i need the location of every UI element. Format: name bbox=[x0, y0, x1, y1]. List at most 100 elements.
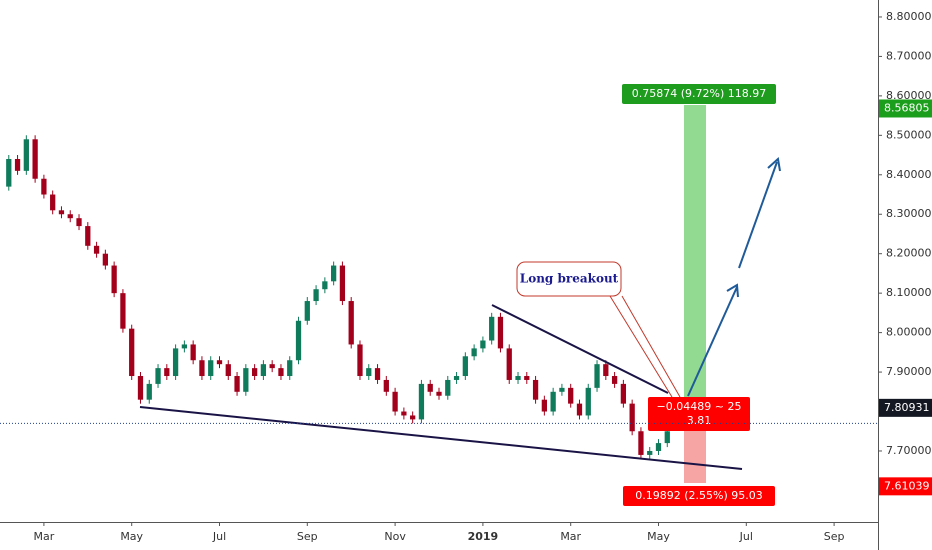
candle bbox=[155, 368, 161, 384]
candle bbox=[374, 368, 381, 380]
candle bbox=[41, 178, 47, 195]
y-tick-label: 7.90000 bbox=[886, 365, 932, 378]
y-tick-label: 8.30000 bbox=[886, 207, 932, 220]
candle bbox=[559, 387, 565, 392]
price-tag bbox=[879, 99, 932, 118]
candle bbox=[172, 348, 179, 377]
x-tick-label: Nov bbox=[384, 530, 406, 543]
callout-text: Long breakout bbox=[520, 272, 619, 286]
candle bbox=[462, 356, 468, 377]
ratio-label: −0.04489 ~ 25 bbox=[657, 400, 742, 413]
candle bbox=[357, 344, 363, 377]
candle bbox=[603, 364, 609, 377]
candle bbox=[427, 383, 433, 392]
candle bbox=[638, 431, 644, 455]
candle bbox=[445, 379, 451, 396]
x-tick-label: May bbox=[120, 530, 143, 543]
candle bbox=[550, 391, 556, 412]
candle bbox=[497, 316, 504, 349]
candle bbox=[304, 301, 310, 321]
candle bbox=[322, 281, 328, 290]
candle bbox=[208, 360, 214, 377]
x-tick-label: May bbox=[647, 530, 670, 543]
candle bbox=[14, 159, 21, 171]
x-tick-label: Jul bbox=[739, 530, 753, 543]
candle bbox=[102, 253, 108, 266]
candle bbox=[85, 226, 91, 246]
candle bbox=[532, 379, 539, 400]
candle bbox=[129, 328, 135, 377]
candle bbox=[418, 383, 425, 420]
candle bbox=[629, 403, 635, 432]
y-tick-label: 7.70000 bbox=[886, 444, 932, 457]
candle bbox=[339, 265, 346, 302]
candle bbox=[50, 194, 56, 211]
candle bbox=[471, 348, 477, 357]
candle bbox=[251, 368, 258, 377]
candle bbox=[436, 391, 442, 396]
x-tick-label: 2019 bbox=[468, 530, 499, 543]
target-label: 0.75874 (9.72%) 118.97 bbox=[632, 87, 767, 100]
x-tick-label: Sep bbox=[824, 530, 845, 543]
candle bbox=[120, 293, 126, 329]
candle bbox=[594, 364, 600, 388]
candle bbox=[524, 376, 530, 380]
callout-pointer bbox=[621, 295, 681, 398]
ratio-label-box bbox=[648, 397, 750, 431]
candle bbox=[216, 360, 223, 365]
candle bbox=[611, 376, 618, 384]
candle bbox=[164, 368, 170, 377]
y-tick-label: 8.70000 bbox=[886, 49, 932, 62]
candle bbox=[331, 265, 337, 282]
y-tick-label: 8.10000 bbox=[886, 286, 932, 299]
candle bbox=[410, 415, 416, 420]
candle bbox=[541, 399, 547, 412]
candle bbox=[515, 376, 521, 380]
candle bbox=[383, 379, 389, 392]
candle bbox=[58, 210, 65, 215]
callout-box bbox=[516, 261, 622, 297]
ratio-value: 3.81 bbox=[687, 414, 712, 427]
candle bbox=[32, 139, 38, 179]
y-tick-label: 8.20000 bbox=[886, 247, 932, 260]
y-tick-label: 8.80000 bbox=[886, 10, 932, 23]
support-line bbox=[139, 406, 743, 470]
candle bbox=[260, 364, 267, 377]
price-tag-label: 7.80931 bbox=[884, 401, 930, 414]
candle bbox=[269, 364, 275, 369]
candle bbox=[111, 265, 117, 294]
candle bbox=[93, 245, 100, 254]
candle bbox=[585, 387, 591, 416]
candle bbox=[568, 387, 574, 404]
candle bbox=[348, 301, 354, 345]
x-tick-label: Mar bbox=[560, 530, 581, 543]
projection-arrows bbox=[687, 157, 781, 397]
y-tick-label: 8.60000 bbox=[886, 89, 932, 102]
candle bbox=[620, 383, 627, 404]
candle bbox=[655, 443, 662, 451]
candle bbox=[6, 159, 12, 187]
candle bbox=[67, 214, 73, 219]
stop-label-box bbox=[623, 486, 775, 506]
price-tag bbox=[879, 398, 932, 417]
candle bbox=[225, 364, 231, 377]
y-tick-label: 8.00000 bbox=[886, 326, 932, 339]
candle bbox=[366, 368, 372, 377]
candle bbox=[480, 340, 486, 349]
candle bbox=[392, 391, 398, 412]
candle bbox=[576, 403, 583, 416]
candle bbox=[313, 289, 319, 302]
candle bbox=[181, 344, 188, 349]
candle bbox=[243, 368, 249, 392]
candle bbox=[76, 218, 82, 227]
stop-label: 0.19892 (2.55%) 95.03 bbox=[635, 489, 763, 502]
candle bbox=[453, 376, 460, 380]
candle bbox=[295, 320, 302, 361]
candle bbox=[664, 431, 670, 444]
profit-zone bbox=[684, 105, 706, 398]
y-tick-label: 8.50000 bbox=[886, 128, 932, 141]
candle bbox=[506, 348, 512, 380]
candle bbox=[287, 360, 293, 377]
price-tag bbox=[879, 477, 932, 496]
candle bbox=[647, 450, 653, 455]
